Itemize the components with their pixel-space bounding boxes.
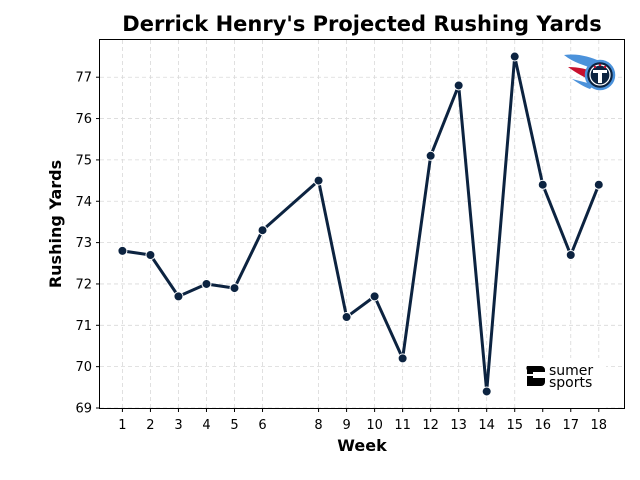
data-point bbox=[565, 250, 576, 261]
data-point bbox=[257, 225, 268, 236]
x-tick-label: 6 bbox=[258, 418, 266, 433]
grid bbox=[100, 40, 624, 409]
series-line-layer bbox=[122, 55, 601, 393]
y-axis-label: Rushing Yards bbox=[46, 160, 65, 288]
x-tick-label: 13 bbox=[450, 418, 467, 433]
y-tick-label: 70 bbox=[75, 360, 92, 375]
data-point bbox=[509, 51, 520, 62]
x-tick-label: 2 bbox=[146, 418, 154, 433]
data-point bbox=[229, 283, 240, 294]
series-markers bbox=[117, 51, 604, 397]
chart-title: Derrick Henry's Projected Rushing Yards bbox=[122, 12, 601, 36]
brand-line2: sports bbox=[549, 375, 592, 391]
data-point bbox=[481, 386, 492, 397]
x-tick-label: 8 bbox=[314, 418, 322, 433]
y-tick-label: 69 bbox=[75, 402, 92, 417]
data-point bbox=[537, 179, 548, 190]
x-axis-label: Week bbox=[337, 436, 387, 455]
x-tick-label: 10 bbox=[366, 418, 383, 433]
y-tick-label: 71 bbox=[75, 319, 92, 334]
x-tick-label: 5 bbox=[230, 418, 238, 433]
x-tick-label: 9 bbox=[342, 418, 350, 433]
x-tick-label: 3 bbox=[174, 418, 182, 433]
y-tick-label: 73 bbox=[75, 236, 92, 251]
x-tick-label: 16 bbox=[534, 418, 551, 433]
data-point bbox=[453, 80, 464, 91]
y-tick-label: 74 bbox=[75, 195, 92, 210]
data-point bbox=[201, 278, 212, 289]
sumer-sports-logo: sumer sports bbox=[516, 358, 606, 408]
x-tick-label: 15 bbox=[506, 418, 523, 433]
x-axis-ticks: 1 2 3 4 5 6 8 9 10 11 12 13 14 15 16 17 18 bbox=[118, 408, 607, 433]
data-point bbox=[341, 312, 352, 323]
data-point bbox=[425, 150, 436, 161]
data-point bbox=[313, 175, 324, 186]
x-tick-label: 1 bbox=[118, 418, 126, 433]
y-tick-label: 77 bbox=[75, 71, 92, 86]
data-point bbox=[173, 291, 184, 302]
data-point bbox=[117, 245, 128, 256]
plot-frame bbox=[99, 39, 625, 409]
x-tick-label: 18 bbox=[591, 418, 608, 433]
data-point bbox=[593, 179, 604, 190]
y-tick-label: 72 bbox=[75, 277, 92, 292]
x-tick-label: 17 bbox=[562, 418, 579, 433]
data-point bbox=[397, 353, 408, 364]
x-tick-label: 11 bbox=[394, 418, 411, 433]
series-line bbox=[122, 55, 601, 393]
y-axis-ticks: 69 70 71 72 73 74 75 76 77 bbox=[75, 71, 100, 417]
y-tick-label: 76 bbox=[75, 112, 92, 127]
data-point bbox=[145, 250, 156, 261]
titans-logo bbox=[564, 54, 616, 91]
y-tick-label: 75 bbox=[75, 153, 92, 168]
data-point bbox=[369, 291, 380, 302]
x-tick-label: 4 bbox=[202, 418, 210, 433]
x-tick-label: 12 bbox=[422, 418, 439, 433]
brand-line1: sumer bbox=[549, 363, 593, 379]
x-tick-label: 14 bbox=[478, 418, 495, 433]
